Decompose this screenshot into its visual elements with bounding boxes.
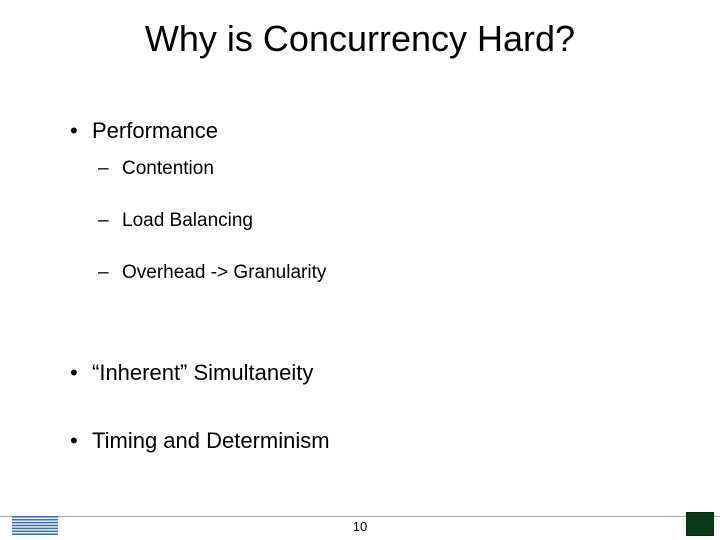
bullet-text: Performance	[92, 118, 218, 144]
slide-footer: 10	[0, 506, 720, 540]
bullet-timing-determinism: • Timing and Determinism	[70, 428, 660, 454]
page-number: 10	[0, 519, 720, 534]
bullet-text: Timing and Determinism	[92, 428, 330, 454]
subbullet-text: Contention	[122, 158, 214, 180]
bullet-dot-icon: •	[70, 360, 92, 386]
ibm-logo-icon	[12, 516, 58, 536]
bullet-text: “Inherent” Simultaneity	[92, 360, 313, 386]
dash-icon: –	[98, 158, 122, 180]
spacer	[70, 332, 660, 360]
slide: Why is Concurrency Hard? • Performance –…	[0, 0, 720, 540]
footer-divider	[0, 516, 720, 517]
bullet-dot-icon: •	[70, 428, 92, 454]
subbullet-text: Overhead -> Granularity	[122, 262, 326, 284]
subbullet-load-balancing: – Load Balancing	[98, 210, 660, 232]
bullet-performance: • Performance	[70, 118, 660, 144]
bullet-dot-icon: •	[70, 118, 92, 144]
subbullet-contention: – Contention	[98, 158, 660, 180]
bullet-inherent-simultaneity: • “Inherent” Simultaneity	[70, 360, 660, 386]
dash-icon: –	[98, 210, 122, 232]
spacer	[70, 314, 660, 332]
spacer	[70, 400, 660, 428]
slide-title: Why is Concurrency Hard?	[0, 18, 720, 60]
dash-icon: –	[98, 262, 122, 284]
slide-content: • Performance – Contention – Load Balanc…	[70, 118, 660, 468]
subbullet-text: Load Balancing	[122, 210, 253, 232]
corner-badge-icon	[686, 512, 714, 536]
subbullet-overhead-granularity: – Overhead -> Granularity	[98, 262, 660, 284]
